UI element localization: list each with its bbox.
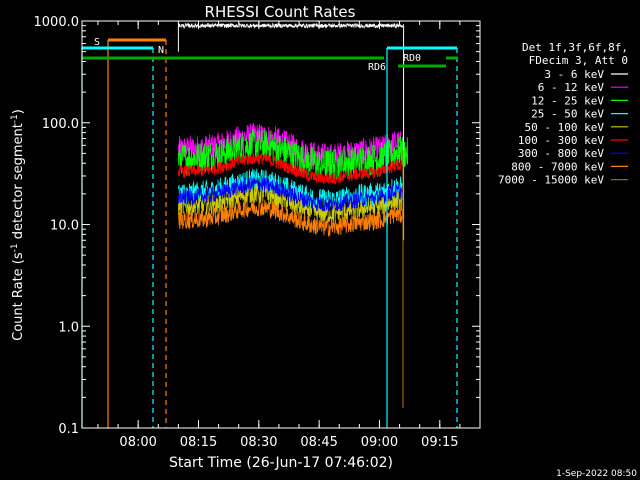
legend-entry-label: 50 - 100 keV xyxy=(525,121,605,134)
legend-entry-label: 25 - 50 keV xyxy=(531,108,604,121)
series-5-trace xyxy=(178,152,404,185)
y-axis-label-close: ) xyxy=(11,109,26,114)
chart-title: RHESSI Count Rates xyxy=(205,3,356,21)
y-tick-label: 10.0 xyxy=(50,219,79,234)
series-4-trace xyxy=(178,183,404,223)
plot-frame xyxy=(81,20,481,429)
y-tick-label: 1000.0 xyxy=(34,15,80,30)
x-tick-label: 08:30 xyxy=(240,435,277,450)
x-tick-label: 09:15 xyxy=(421,435,458,450)
y-tick-label: 0.1 xyxy=(58,422,79,437)
legend: Det 1f,3f,6f,8f,FDecim 3, Att 03 - 6 keV… xyxy=(498,41,628,187)
legend-entry-label: 3 - 6 keV xyxy=(544,68,604,81)
legend-entry-label: 6 - 12 keV xyxy=(538,81,605,94)
legend-entry-label: 12 - 25 keV xyxy=(531,94,604,107)
series-7-trace xyxy=(178,199,404,238)
y-axis-label: Count Rate (s-1 detector segment-1) xyxy=(10,109,26,341)
night-label: N xyxy=(158,45,164,56)
series-0-trace xyxy=(178,22,404,30)
series-6-trace xyxy=(178,176,404,212)
legend-entry-label: 100 - 300 keV xyxy=(518,134,604,147)
data-layer xyxy=(177,22,408,241)
y-axis-label-main: Count Rate (s xyxy=(11,252,26,341)
legend-entry-label: 800 - 7000 keV xyxy=(511,160,604,173)
x-tick-label: 09:00 xyxy=(361,435,398,450)
saa-label: S xyxy=(94,37,100,48)
y-tick-label: 1.0 xyxy=(58,320,79,335)
annotation-layer: S N RD0 RD6 xyxy=(81,37,458,428)
legend-header-line: FDecim 3, Att 0 xyxy=(529,54,628,67)
y-axis-label-sup2: -1 xyxy=(10,114,20,123)
timestamp: 1-Sep-2022 08:50 xyxy=(556,469,637,479)
axes-layer: 0.1 1.0 10.0 100.0 1000.0 08:00 08:15 08:30 08:4… xyxy=(34,15,481,450)
y-tick-label: 100.0 xyxy=(42,117,79,132)
series-2-trace xyxy=(178,128,408,181)
x-tick-label: 08:00 xyxy=(119,435,156,450)
y-axis-label-sup: -1 xyxy=(10,243,20,252)
legend-entry-label: 7000 - 15000 keV xyxy=(498,174,604,187)
x-axis-label: Start Time (26-Jun-17 07:46:02) xyxy=(169,455,393,471)
x-tick-label: 08:15 xyxy=(180,435,217,450)
x-tick-label: 08:45 xyxy=(300,435,337,450)
y-axis-label-rest: detector segment xyxy=(11,123,26,243)
legend-header-line: Det 1f,3f,6f,8f, xyxy=(522,41,628,54)
rd6-label: RD6 xyxy=(368,62,386,73)
rd0-label: RD0 xyxy=(403,53,421,64)
legend-entry-label: 300 - 800 keV xyxy=(518,147,604,160)
